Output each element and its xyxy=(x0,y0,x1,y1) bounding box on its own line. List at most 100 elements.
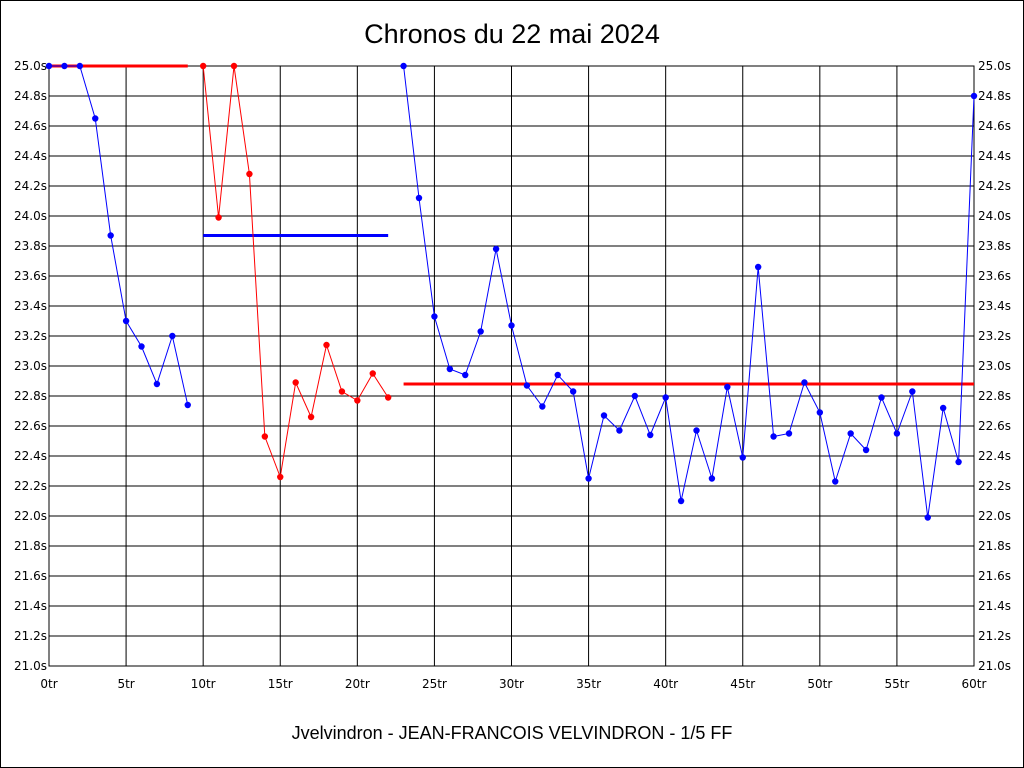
x-tick-label-2: 10tr xyxy=(191,677,216,691)
data-point-1-7 xyxy=(307,413,315,421)
y-tick-label-left-10: 23.0s xyxy=(14,359,47,373)
data-point-2-17 xyxy=(662,394,669,401)
data-point-1-3 xyxy=(246,170,253,178)
data-point-2-11 xyxy=(569,388,577,395)
y-tick-label-right-13: 23.6s xyxy=(978,269,1011,283)
x-tick-label-8: 40tr xyxy=(653,677,678,691)
y-tick-label-right-10: 23.0s xyxy=(978,359,1011,373)
x-tick-label-5: 25tr xyxy=(422,677,447,691)
y-tick-label-left-14: 23.8s xyxy=(14,239,47,253)
x-tick-label-7: 35tr xyxy=(576,677,601,691)
data-point-0-1 xyxy=(61,62,68,70)
data-point-2-30 xyxy=(862,446,870,454)
data-point-2-0 xyxy=(400,62,407,70)
data-point-1-1 xyxy=(215,214,222,221)
chart-title: Chronos du 22 mai 2024 xyxy=(364,19,660,49)
data-points xyxy=(45,62,978,521)
data-point-2-3 xyxy=(446,365,454,373)
data-point-1-5 xyxy=(277,473,284,481)
data-point-0-3 xyxy=(92,115,99,122)
y-tick-label-right-6: 22.2s xyxy=(978,479,1011,493)
data-point-2-4 xyxy=(462,371,469,379)
data-point-2-8 xyxy=(523,382,531,389)
data-point-0-2 xyxy=(76,62,84,70)
y-tick-label-right-7: 22.4s xyxy=(978,449,1011,463)
data-point-2-14 xyxy=(616,427,623,434)
data-point-2-31 xyxy=(878,394,885,401)
y-tick-label-left-18: 24.6s xyxy=(14,119,47,133)
data-point-2-33 xyxy=(909,388,916,395)
y-tick-label-left-16: 24.2s xyxy=(14,179,47,193)
y-tick-label-right-12: 23.4s xyxy=(978,299,1011,313)
data-point-2-36 xyxy=(955,458,962,466)
data-point-0-7 xyxy=(153,380,161,388)
data-point-2-20 xyxy=(708,475,716,482)
x-tick-label-11: 55tr xyxy=(884,677,909,691)
data-point-1-9 xyxy=(338,388,346,395)
y-tick-label-left-12: 23.4s xyxy=(14,299,47,313)
x-tick-label-0: 0tr xyxy=(40,677,57,691)
y-tick-label-right-11: 23.2s xyxy=(978,329,1011,343)
y-tick-label-left-9: 22.8s xyxy=(14,389,47,403)
data-point-2-19 xyxy=(693,427,700,434)
y-tick-label-left-5: 22.0s xyxy=(14,509,47,523)
y-tick-label-right-5: 22.0s xyxy=(978,509,1011,523)
y-tick-label-right-1: 21.2s xyxy=(978,629,1011,643)
data-point-2-15 xyxy=(631,392,639,400)
data-point-1-4 xyxy=(261,433,269,440)
data-point-2-13 xyxy=(600,412,608,419)
data-point-2-32 xyxy=(893,430,901,437)
data-point-2-7 xyxy=(508,322,515,329)
data-point-0-0 xyxy=(45,62,53,70)
y-tick-label-left-20: 25.0s xyxy=(14,59,47,73)
y-tick-label-right-4: 21.8s xyxy=(978,539,1011,553)
y-tick-label-left-8: 22.6s xyxy=(14,419,47,433)
data-point-2-25 xyxy=(785,430,793,437)
data-point-2-22 xyxy=(739,454,746,461)
data-point-1-2 xyxy=(230,62,238,70)
y-tick-label-left-19: 24.8s xyxy=(14,89,47,103)
data-point-2-12 xyxy=(585,475,592,482)
x-tick-label-6: 30tr xyxy=(499,677,524,691)
y-tick-label-right-17: 24.4s xyxy=(978,149,1011,163)
y-tick-label-right-15: 24.0s xyxy=(978,209,1011,223)
data-point-2-6 xyxy=(492,245,500,253)
data-point-0-4 xyxy=(107,232,114,239)
x-tick-label-9: 45tr xyxy=(730,677,755,691)
y-tick-label-right-18: 24.6s xyxy=(978,119,1011,133)
x-tick-label-3: 15tr xyxy=(268,677,293,691)
data-point-0-9 xyxy=(184,401,191,409)
data-point-2-37 xyxy=(970,92,978,100)
series-line-2 xyxy=(403,65,975,518)
data-point-2-35 xyxy=(939,404,947,412)
x-tick-label-1: 5tr xyxy=(117,677,134,691)
data-point-1-0 xyxy=(199,62,207,70)
data-point-2-5 xyxy=(477,328,484,335)
data-point-0-6 xyxy=(138,343,145,350)
tick-labels: 0tr 5tr 10tr 15tr 20tr 25tr 30tr 35tr 40tr 45tr 50… xyxy=(14,59,1011,691)
series-line-1 xyxy=(202,65,389,479)
data-point-1-6 xyxy=(292,379,299,386)
y-tick-label-left-3: 21.6s xyxy=(14,569,47,583)
data-point-2-24 xyxy=(770,433,777,440)
data-point-2-28 xyxy=(832,478,839,485)
y-tick-label-left-15: 24.0s xyxy=(14,209,47,223)
y-tick-label-left-2: 21.4s xyxy=(14,599,47,613)
y-tick-label-right-9: 22.8s xyxy=(978,389,1011,403)
y-tick-label-right-0: 21.0s xyxy=(978,659,1011,673)
y-tick-label-right-20: 25.0s xyxy=(978,59,1011,73)
grid xyxy=(48,65,975,667)
data-point-2-18 xyxy=(677,497,685,505)
data-point-2-29 xyxy=(847,430,854,437)
data-point-2-10 xyxy=(554,371,561,379)
data-point-2-9 xyxy=(539,403,546,410)
data-point-2-27 xyxy=(816,409,824,416)
data-point-0-8 xyxy=(169,332,176,340)
y-tick-label-left-6: 22.2s xyxy=(14,479,47,493)
data-point-1-10 xyxy=(354,397,361,404)
y-tick-label-left-7: 22.4s xyxy=(14,449,47,463)
y-tick-label-right-2: 21.4s xyxy=(978,599,1011,613)
x-tick-label-10: 50tr xyxy=(807,677,832,691)
data-point-1-12 xyxy=(384,394,392,401)
